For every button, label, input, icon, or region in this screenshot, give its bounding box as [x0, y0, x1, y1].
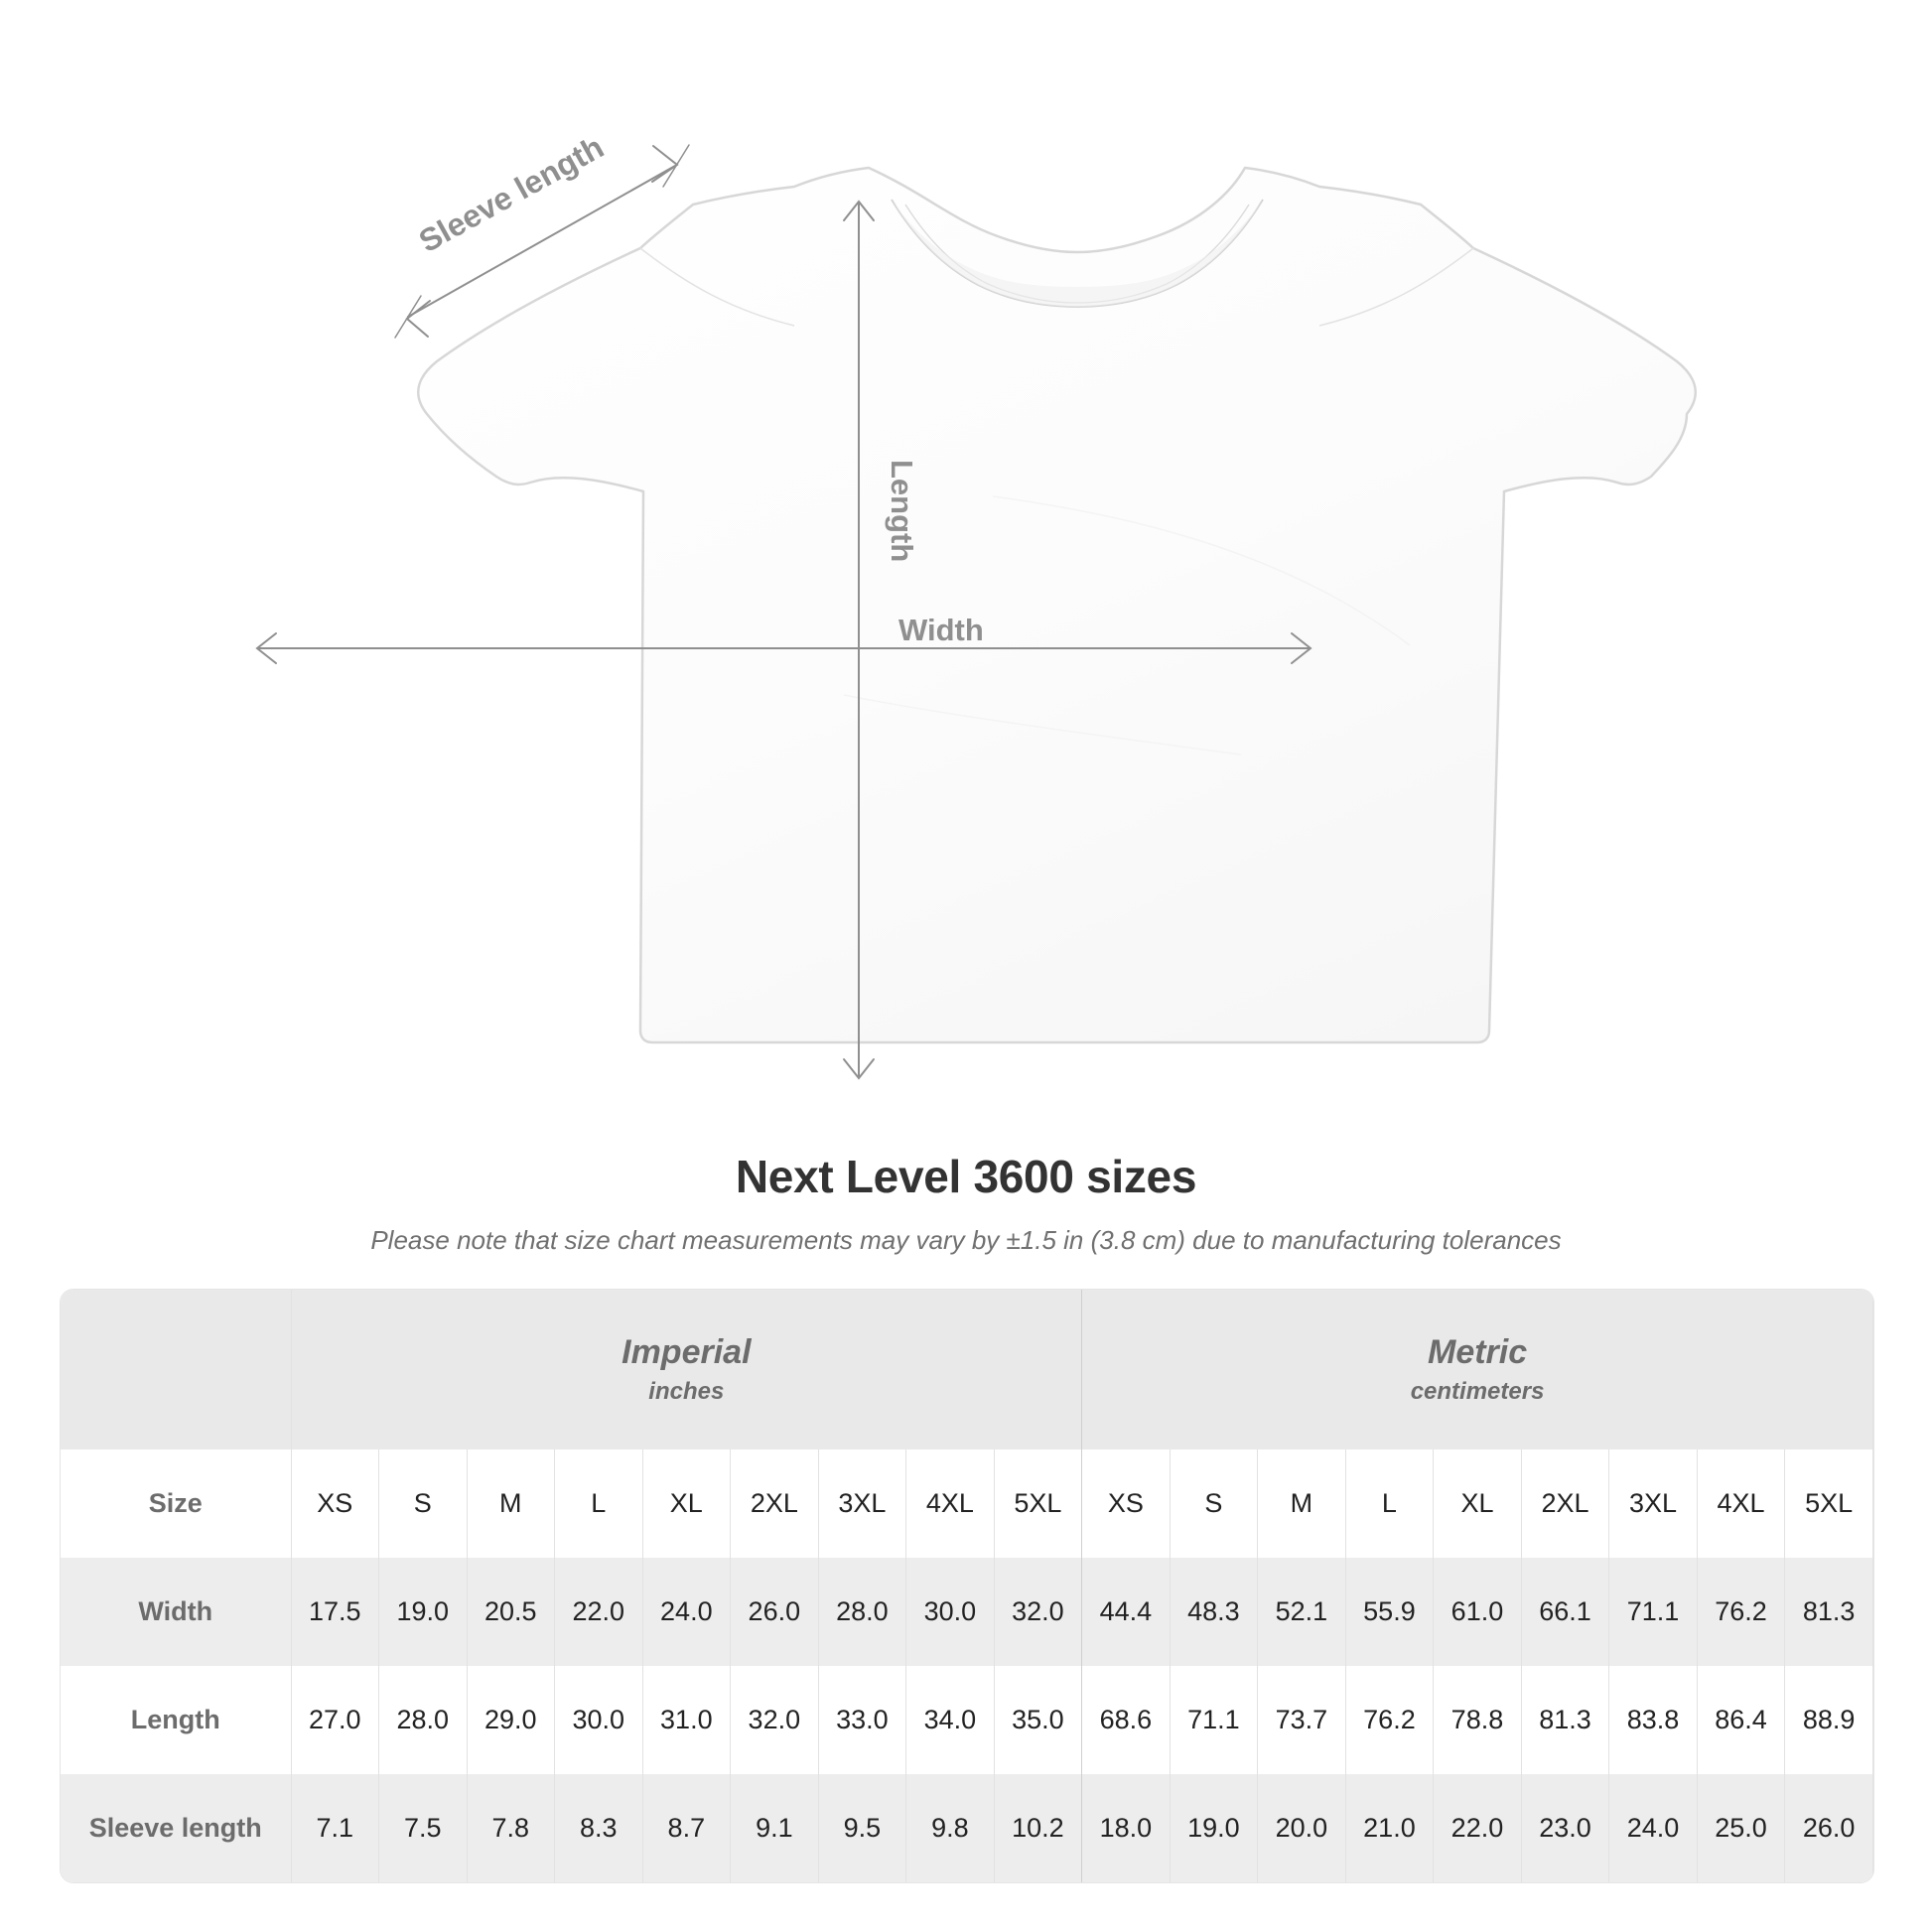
svg-text:Width: Width	[898, 613, 984, 647]
svg-text:Sleeve length: Sleeve length	[413, 129, 610, 260]
svg-text:Length: Length	[885, 460, 919, 562]
